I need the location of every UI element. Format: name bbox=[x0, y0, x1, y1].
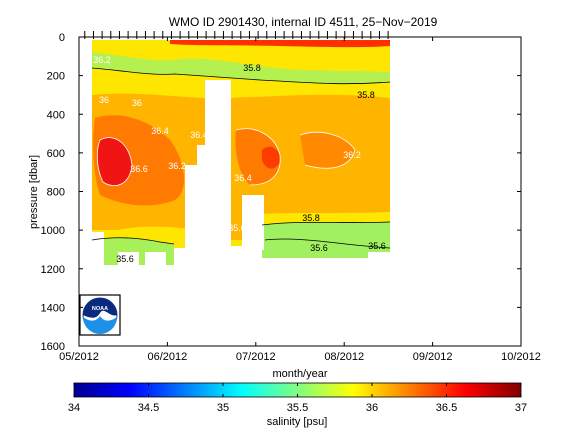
y-tick-label: 1600 bbox=[41, 341, 65, 353]
x-axis: 05/2012 06/2012 07/2012 08/2012 09/2012 10/20… bbox=[59, 37, 541, 363]
contour-label: 36.4 bbox=[234, 173, 252, 183]
contour-label: 35.6 bbox=[228, 223, 246, 233]
contour-label: 35.6 bbox=[310, 243, 328, 253]
x-tick-label: 09/2012 bbox=[413, 351, 453, 363]
salinity-region-red bbox=[97, 137, 132, 186]
colorbar-tick-label: 35.5 bbox=[287, 402, 308, 414]
contour-label: 36.2 bbox=[343, 150, 361, 160]
data-gap bbox=[205, 80, 231, 255]
contour-line bbox=[264, 238, 391, 249]
contour-line bbox=[91, 237, 175, 245]
y-axis-label: pressure [dbar] bbox=[28, 155, 40, 229]
contour-line bbox=[299, 131, 356, 169]
colorbar: 34 34.5 35 35.5 36 36.5 37 salinity [psu] bbox=[68, 382, 527, 428]
contour-label: 36.2 bbox=[168, 161, 186, 171]
salinity-region-red bbox=[262, 146, 281, 169]
contour-line bbox=[261, 221, 391, 226]
salinity-region-green bbox=[262, 222, 390, 258]
salinity-region-dark-orange bbox=[235, 128, 281, 185]
noaa-logo: NOAA bbox=[79, 294, 121, 336]
data-gap bbox=[242, 195, 264, 250]
contour-label: 35.8 bbox=[302, 213, 320, 223]
y-tick-label: 1000 bbox=[41, 225, 65, 237]
data-gap bbox=[92, 232, 104, 272]
y-tick-label: 600 bbox=[47, 148, 65, 160]
contour-label: 35.6 bbox=[368, 241, 386, 251]
plot-area: 35.8 35.6 35.8 36.4 36.4 36.2 36.6 36.2 … bbox=[78, 31, 522, 347]
contour-label: 36 bbox=[99, 95, 109, 105]
y-tick-label: 200 bbox=[47, 71, 65, 83]
colorbar-tick-label: 34.5 bbox=[138, 402, 159, 414]
salinity-region-green bbox=[92, 237, 174, 265]
colorbar-tick-label: 34 bbox=[68, 402, 80, 414]
data-gap bbox=[197, 145, 205, 255]
contour-label: 36.6 bbox=[130, 164, 148, 174]
y-axis: 0 200 400 600 800 1000 1200 1400 1600 bbox=[41, 32, 521, 353]
y-tick-label: 1200 bbox=[41, 264, 65, 276]
y-tick-label: 1400 bbox=[41, 302, 65, 314]
contour-label: 36.2 bbox=[93, 55, 111, 65]
salinity-region-surface-red bbox=[170, 40, 390, 48]
logo-sky bbox=[83, 298, 117, 318]
colorbar-tick-label: 36 bbox=[366, 402, 378, 414]
colorbar-ticks: 34 34.5 35 35.5 36 36.5 37 bbox=[68, 383, 527, 414]
contour-label: 35.8 bbox=[243, 63, 261, 73]
salinity-region-dark-orange bbox=[300, 132, 355, 169]
logo-text: NOAA bbox=[92, 306, 108, 312]
contour-label: 36 bbox=[132, 98, 142, 108]
colorbar-tick-label: 37 bbox=[515, 402, 527, 414]
salinity-region-green bbox=[92, 52, 390, 84]
x-tick-label: 05/2012 bbox=[59, 351, 99, 363]
profile-ticks bbox=[84, 31, 389, 39]
chart-title: WMO ID 2901430, internal ID 4511, 25−Nov… bbox=[169, 15, 438, 29]
y-tick-label: 400 bbox=[47, 109, 65, 121]
x-axis-label: month/year bbox=[272, 368, 327, 380]
y-tick-label: 0 bbox=[59, 32, 65, 44]
contour-label: 35.6 bbox=[116, 254, 134, 264]
salinity-field: 35.8 35.6 35.8 36.4 36.4 36.2 36.6 36.2 … bbox=[91, 40, 391, 272]
x-tick-label: 06/2012 bbox=[148, 351, 188, 363]
data-gap bbox=[185, 165, 197, 255]
colorbar-tick-label: 36.5 bbox=[436, 402, 457, 414]
contour-line bbox=[91, 67, 391, 85]
colorbar-label: salinity [psu] bbox=[267, 416, 328, 428]
logo-sea bbox=[83, 316, 117, 334]
contour-line bbox=[235, 128, 281, 186]
contour-label: 35.8 bbox=[357, 90, 375, 100]
contour-line bbox=[96, 137, 133, 186]
y-tick-label: 800 bbox=[47, 187, 65, 199]
contour-label: 36.4 bbox=[190, 130, 208, 140]
x-tick-label: 10/2012 bbox=[501, 351, 541, 363]
x-tick-label: 08/2012 bbox=[324, 351, 364, 363]
colorbar-tick-label: 35 bbox=[217, 402, 229, 414]
contour-label: 36.4 bbox=[151, 126, 169, 136]
x-tick-label: 07/2012 bbox=[236, 351, 276, 363]
